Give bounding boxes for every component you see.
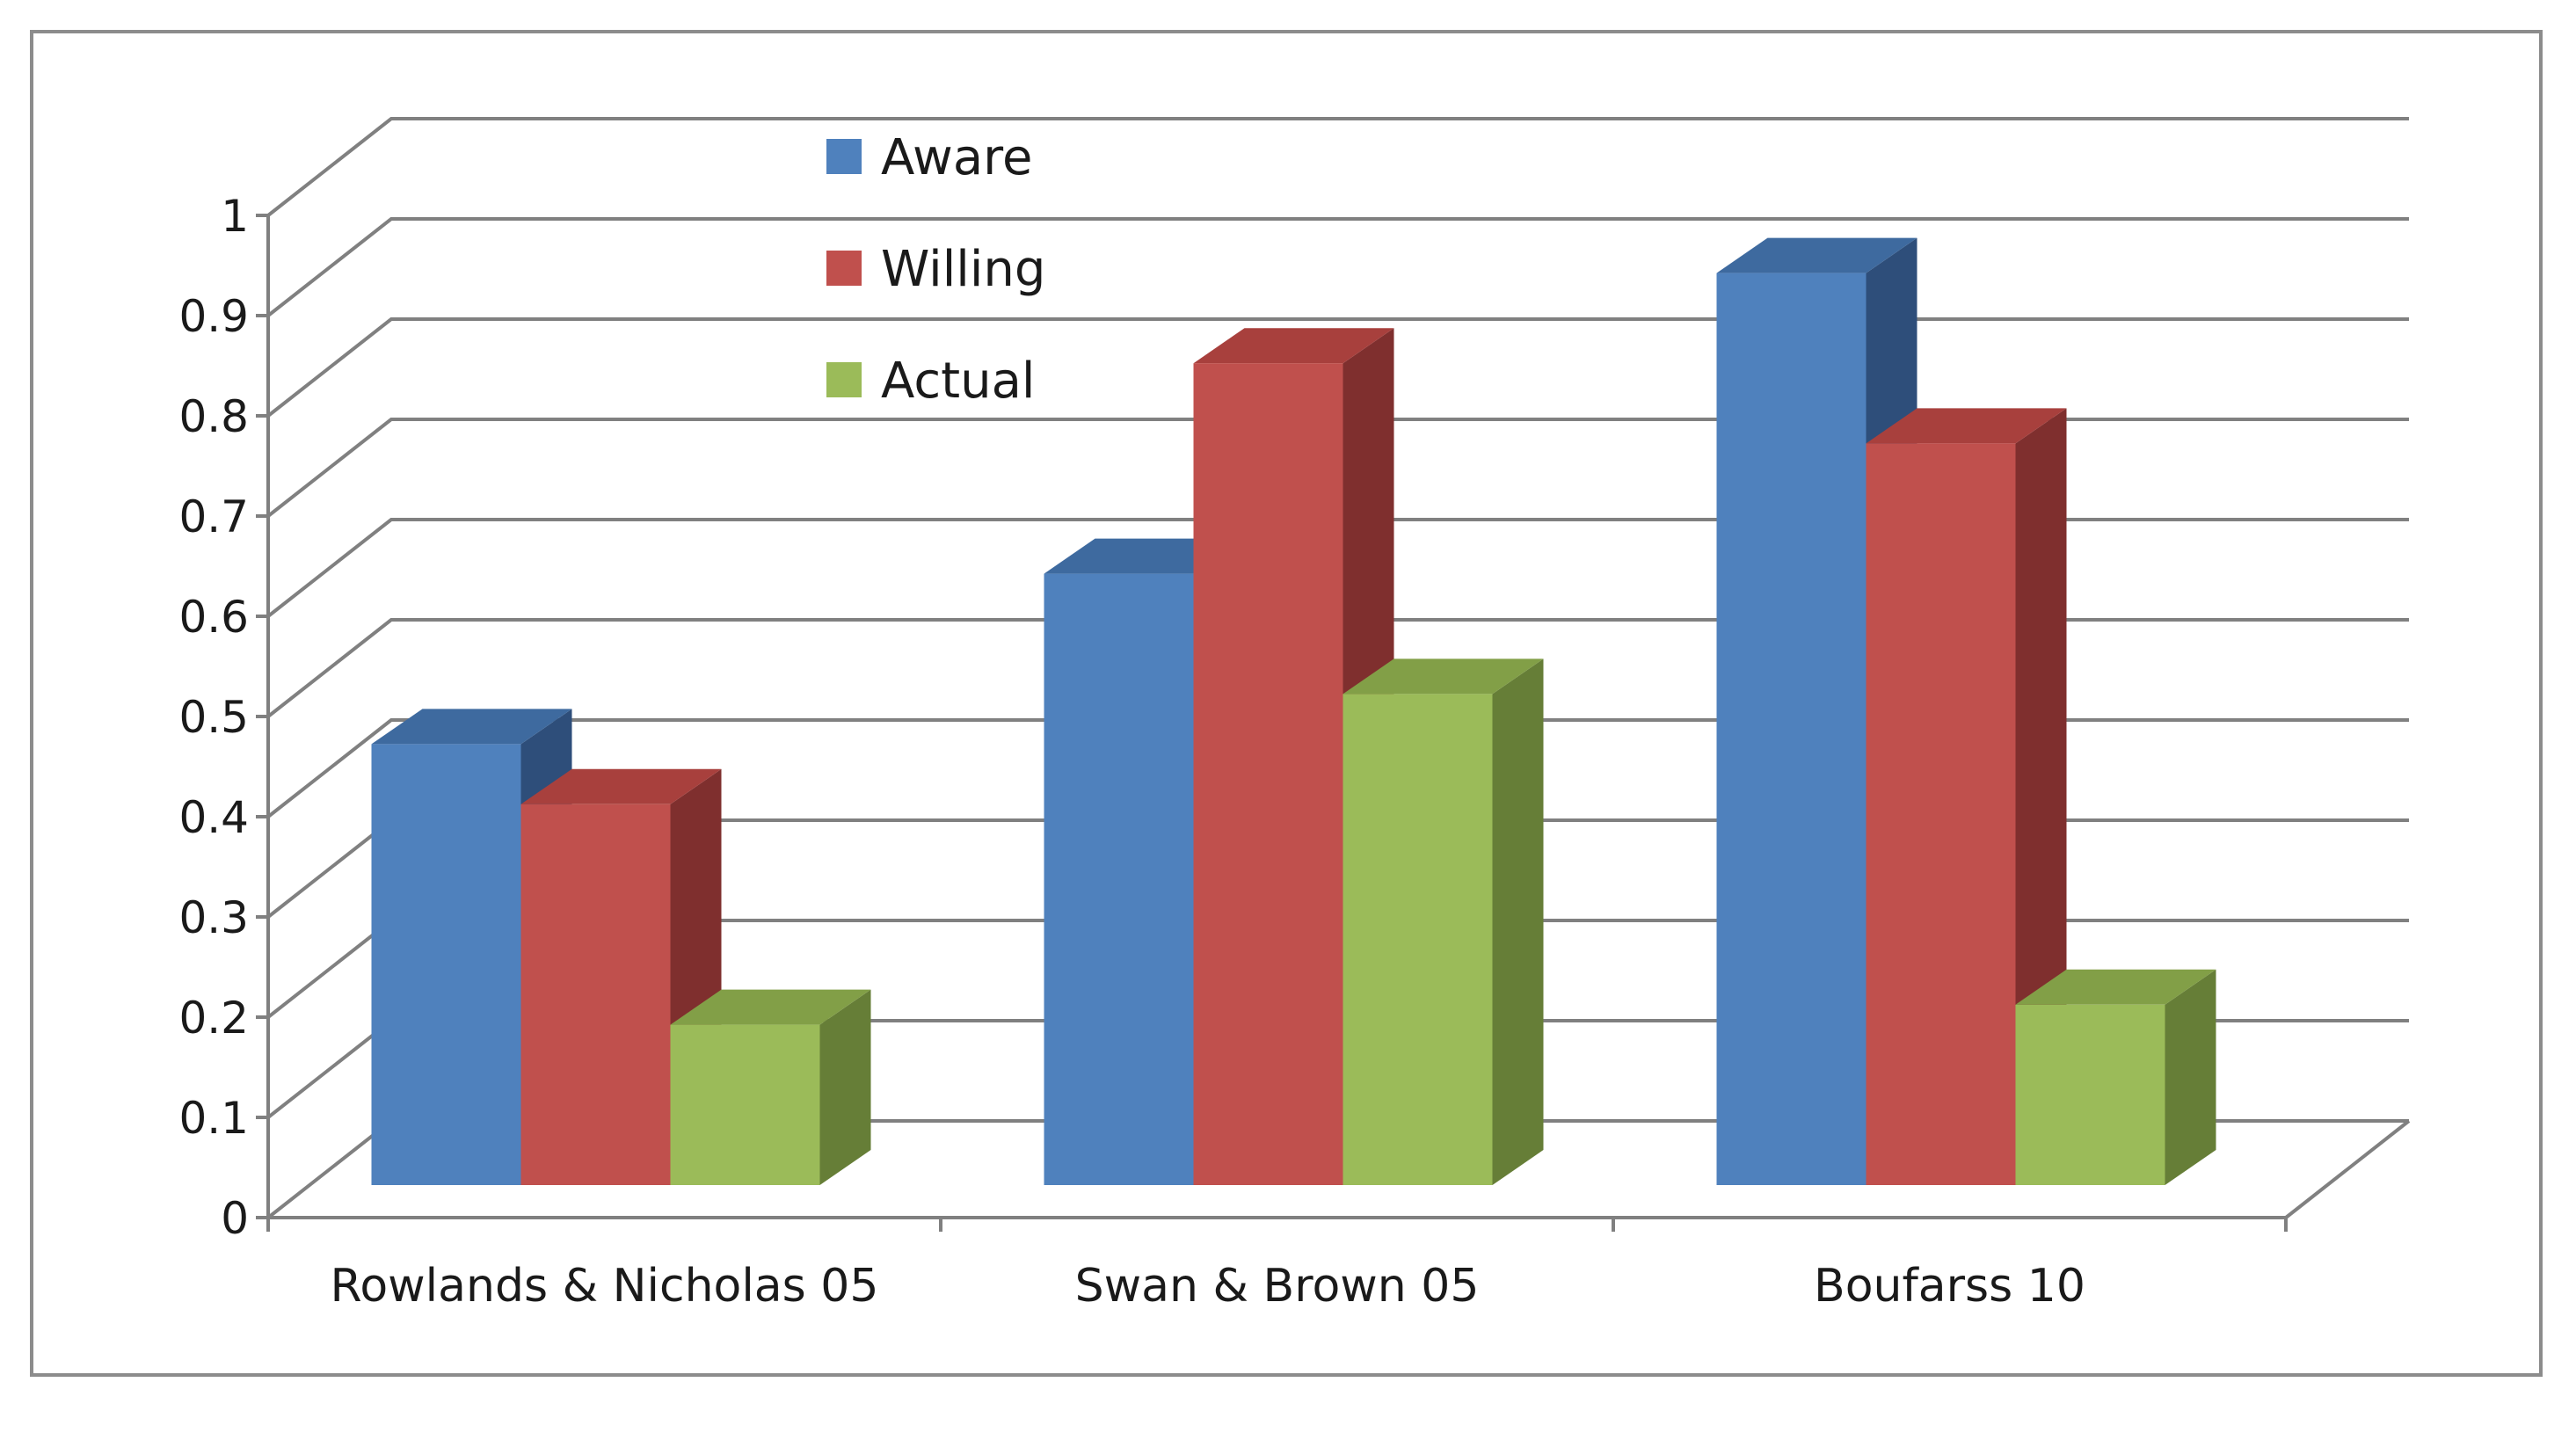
legend-label-aware: Aware <box>881 129 1032 186</box>
bar-top-face <box>2015 969 2216 1005</box>
bar-front-face <box>1343 694 1493 1185</box>
bar-actual <box>1343 658 1544 1185</box>
y-tick-label: 0.6 <box>178 592 249 643</box>
legend-label-willing: Willing <box>881 241 1045 298</box>
gridline <box>266 217 2409 317</box>
bar-front-face <box>1193 363 1343 1185</box>
y-tick-label: 0.8 <box>178 391 249 442</box>
bar-front-face <box>670 1024 820 1185</box>
bar-actual <box>670 989 871 1185</box>
bar-actual <box>2015 969 2216 1185</box>
bar-top-face <box>520 768 722 804</box>
bar-top-face <box>1343 658 1544 695</box>
y-tick-label: 0.3 <box>178 892 249 943</box>
y-tick-label: 1 <box>221 191 249 242</box>
bar-front-face <box>520 804 671 1185</box>
bar-front-face <box>1716 273 1867 1186</box>
gridline <box>266 117 2409 217</box>
legend-label-actual: Actual <box>881 353 1035 410</box>
bar-side-face <box>819 989 871 1185</box>
legend-swatch-actual <box>826 362 862 397</box>
bars <box>371 237 2216 1186</box>
bar-top-face <box>1193 328 1394 364</box>
x-category-label: Swan & Brown 05 <box>1075 1260 1480 1313</box>
legend-swatch-aware <box>826 139 862 174</box>
bar-top-face <box>371 709 572 745</box>
bar-top-face <box>1866 408 2067 444</box>
y-tick-label: 0.9 <box>178 291 249 342</box>
bar-front-face <box>371 744 521 1185</box>
x-category-label: Boufarss 10 <box>1814 1260 2085 1313</box>
y-tick-label: 0 <box>221 1193 249 1244</box>
bar-front-face <box>2015 1004 2165 1185</box>
bar-top-face <box>670 989 871 1025</box>
y-tick-label: 0.5 <box>178 692 249 743</box>
y-tick-label: 0.1 <box>178 1093 249 1144</box>
legend-swatch-willing <box>826 251 862 286</box>
bar-front-face <box>1044 573 1194 1185</box>
x-category-label: Rowlands & Nicholas 05 <box>331 1260 879 1313</box>
bar-side-face <box>1492 658 1544 1185</box>
y-tick-label: 0.7 <box>178 491 249 542</box>
legend: Aware Willing Actual <box>826 129 1045 410</box>
y-tick-label: 0.4 <box>178 792 249 843</box>
bar-front-face <box>1866 443 2016 1185</box>
bar-top-face <box>1716 237 1917 273</box>
axes: 0 0.1 0.2 0.3 0.4 0.5 0.6 0.7 0.8 0.9 1 Rowlands & … <box>178 191 2411 1313</box>
bar-side-face <box>2165 969 2216 1185</box>
y-tick-label: 0.2 <box>178 993 249 1044</box>
floor-edge <box>2284 1119 2411 1219</box>
